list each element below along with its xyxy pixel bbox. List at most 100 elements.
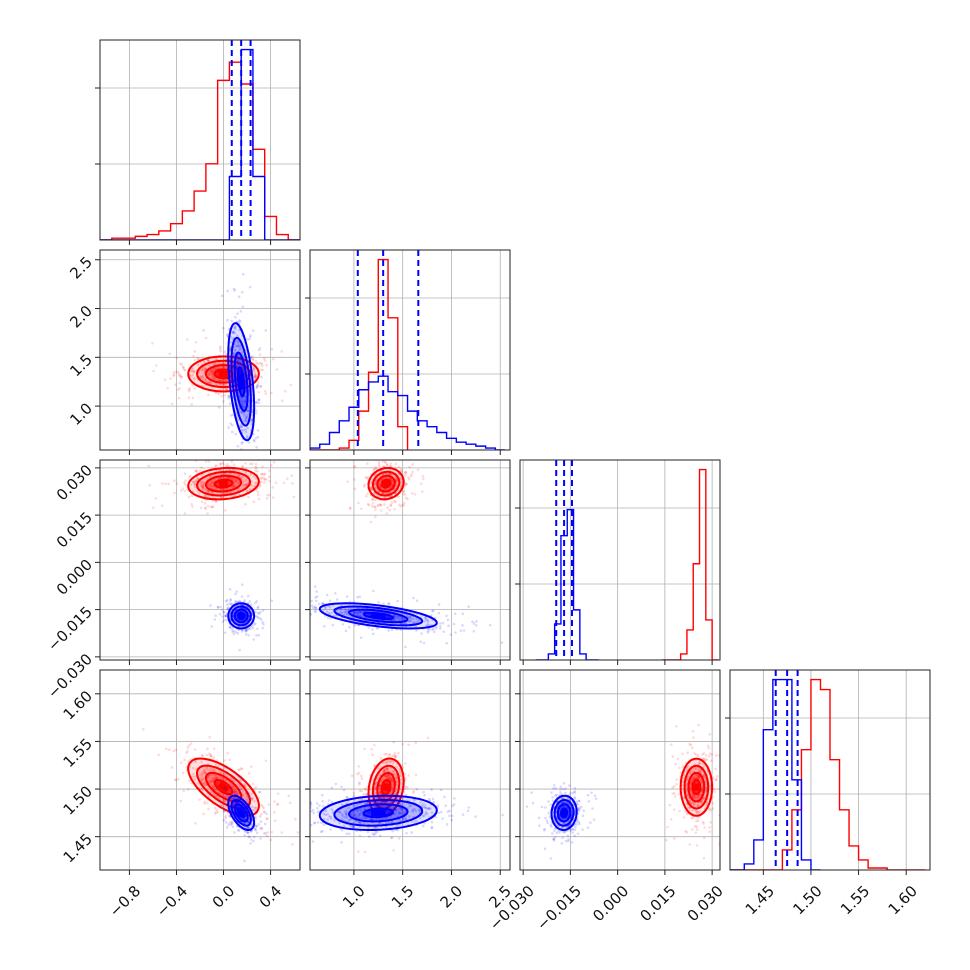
sample-point bbox=[207, 776, 210, 779]
sample-point bbox=[247, 406, 250, 409]
sample-point bbox=[223, 614, 227, 618]
sample-point bbox=[233, 326, 236, 330]
sample-point bbox=[371, 502, 375, 505]
sample-point bbox=[193, 485, 197, 489]
sample-point bbox=[233, 289, 236, 292]
sample-point bbox=[225, 487, 229, 491]
sample-point bbox=[240, 778, 243, 782]
sample-point bbox=[263, 598, 266, 601]
sample-point bbox=[389, 503, 393, 507]
sample-point bbox=[259, 826, 262, 830]
contours-blue bbox=[318, 602, 438, 630]
sample-point bbox=[183, 489, 186, 493]
sample-point bbox=[387, 776, 390, 780]
sample-point bbox=[221, 615, 224, 618]
sample-point bbox=[434, 815, 438, 819]
sample-point bbox=[243, 830, 247, 833]
sample-point bbox=[237, 787, 241, 791]
sample-point bbox=[254, 828, 257, 831]
sample-point bbox=[243, 782, 246, 786]
sample-point bbox=[203, 361, 206, 364]
sample-point bbox=[211, 373, 214, 377]
sample-point bbox=[352, 465, 356, 469]
sample-point bbox=[186, 788, 190, 791]
sample-point bbox=[385, 463, 389, 467]
sample-point bbox=[231, 630, 234, 634]
sample-point bbox=[279, 598, 282, 601]
sample-point bbox=[201, 485, 204, 488]
sample-point bbox=[260, 472, 264, 476]
sample-point bbox=[426, 620, 430, 623]
sample-point bbox=[232, 463, 236, 467]
sample-point bbox=[303, 610, 306, 613]
sample-point bbox=[224, 352, 228, 356]
sample-point bbox=[364, 476, 368, 479]
sample-point bbox=[388, 472, 392, 476]
sample-point bbox=[426, 618, 430, 622]
x-tick-label: −0.4 bbox=[153, 882, 191, 920]
sample-point bbox=[202, 777, 205, 781]
sample-point bbox=[237, 363, 241, 367]
sample-point bbox=[391, 762, 395, 766]
sample-point bbox=[231, 331, 235, 335]
sample-point bbox=[375, 467, 378, 470]
sample-point bbox=[236, 354, 240, 358]
sample-point bbox=[233, 351, 237, 355]
sample-point bbox=[387, 753, 391, 757]
sample-point bbox=[381, 804, 384, 808]
sample-point bbox=[284, 602, 287, 605]
sample-point bbox=[248, 487, 252, 491]
sample-point bbox=[257, 348, 261, 352]
sample-point bbox=[475, 620, 478, 623]
sample-point bbox=[256, 493, 260, 497]
sample-point bbox=[439, 622, 442, 625]
sample-point bbox=[233, 485, 236, 489]
sample-point bbox=[232, 790, 236, 793]
sample-point bbox=[191, 396, 195, 400]
sample-point bbox=[263, 477, 266, 480]
sample-point bbox=[214, 469, 218, 473]
sample-point bbox=[378, 791, 382, 795]
sample-point bbox=[223, 759, 226, 762]
sample-point bbox=[254, 828, 258, 832]
panel-frame bbox=[309, 249, 511, 451]
sample-point bbox=[236, 334, 239, 338]
sample-point bbox=[199, 482, 203, 486]
sample-point bbox=[369, 818, 373, 822]
sample-point bbox=[314, 607, 317, 610]
sample-point bbox=[266, 493, 269, 497]
sample-point bbox=[219, 605, 223, 609]
sample-point bbox=[250, 792, 254, 796]
sample-point bbox=[426, 623, 429, 626]
sample-point bbox=[230, 602, 234, 606]
sample-point bbox=[228, 626, 232, 629]
sample-point bbox=[307, 597, 310, 600]
panel-0-0 bbox=[95, 39, 301, 245]
sample-point bbox=[403, 493, 407, 496]
sample-point bbox=[201, 376, 205, 380]
sample-point bbox=[212, 755, 216, 759]
sample-point bbox=[378, 484, 382, 488]
sample-point bbox=[203, 802, 207, 805]
sample-point bbox=[232, 353, 236, 357]
sample-point bbox=[263, 478, 267, 481]
sample-point bbox=[157, 753, 160, 757]
sample-point bbox=[232, 785, 235, 789]
density-peak bbox=[237, 374, 245, 390]
contour-line bbox=[233, 608, 249, 624]
sample-point bbox=[378, 789, 382, 793]
sample-point bbox=[182, 366, 185, 369]
sample-point bbox=[210, 368, 214, 371]
sample-point bbox=[224, 821, 228, 824]
sample-point bbox=[238, 343, 242, 347]
sample-point bbox=[204, 378, 207, 382]
y-tick-label: 1.50 bbox=[60, 782, 96, 818]
sample-point bbox=[392, 740, 395, 744]
sample-point bbox=[200, 375, 204, 379]
sample-point bbox=[353, 813, 356, 817]
sample-point bbox=[365, 476, 369, 480]
sample-point bbox=[164, 482, 167, 486]
sample-point bbox=[388, 753, 392, 756]
sample-point bbox=[397, 495, 401, 499]
sample-point bbox=[383, 503, 386, 506]
